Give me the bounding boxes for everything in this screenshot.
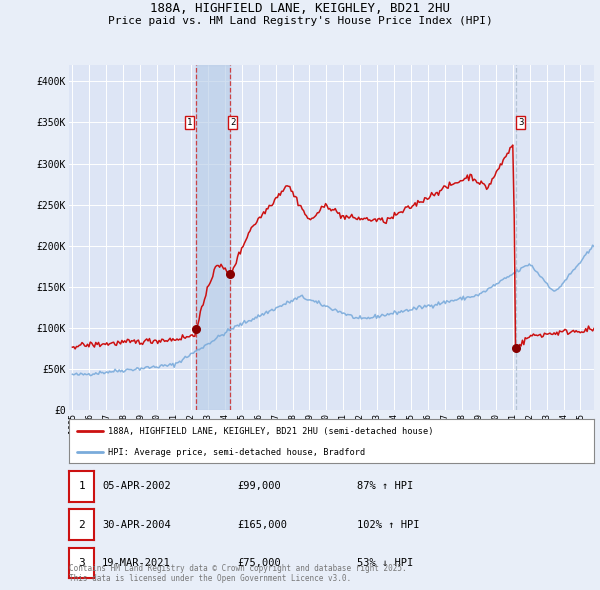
Text: 05-APR-2002: 05-APR-2002 — [102, 481, 171, 491]
Text: 3: 3 — [518, 118, 523, 127]
Text: 188A, HIGHFIELD LANE, KEIGHLEY, BD21 2HU (semi-detached house): 188A, HIGHFIELD LANE, KEIGHLEY, BD21 2HU… — [109, 427, 434, 436]
Text: 30-APR-2004: 30-APR-2004 — [102, 520, 171, 529]
Text: 102% ↑ HPI: 102% ↑ HPI — [357, 520, 419, 529]
Text: 3: 3 — [78, 558, 85, 568]
Text: 188A, HIGHFIELD LANE, KEIGHLEY, BD21 2HU: 188A, HIGHFIELD LANE, KEIGHLEY, BD21 2HU — [150, 2, 450, 15]
Text: Contains HM Land Registry data © Crown copyright and database right 2025.
This d: Contains HM Land Registry data © Crown c… — [69, 563, 407, 583]
Text: 53% ↓ HPI: 53% ↓ HPI — [357, 558, 413, 568]
Text: 1: 1 — [187, 118, 192, 127]
Text: 19-MAR-2021: 19-MAR-2021 — [102, 558, 171, 568]
Bar — [196, 65, 230, 410]
Text: £75,000: £75,000 — [237, 558, 281, 568]
Text: £165,000: £165,000 — [237, 520, 287, 529]
Text: Price paid vs. HM Land Registry's House Price Index (HPI): Price paid vs. HM Land Registry's House … — [107, 16, 493, 26]
Text: 2: 2 — [78, 520, 85, 529]
Text: 87% ↑ HPI: 87% ↑ HPI — [357, 481, 413, 491]
Text: £99,000: £99,000 — [237, 481, 281, 491]
Text: 2: 2 — [230, 118, 236, 127]
Text: HPI: Average price, semi-detached house, Bradford: HPI: Average price, semi-detached house,… — [109, 448, 365, 457]
Text: 1: 1 — [78, 481, 85, 491]
